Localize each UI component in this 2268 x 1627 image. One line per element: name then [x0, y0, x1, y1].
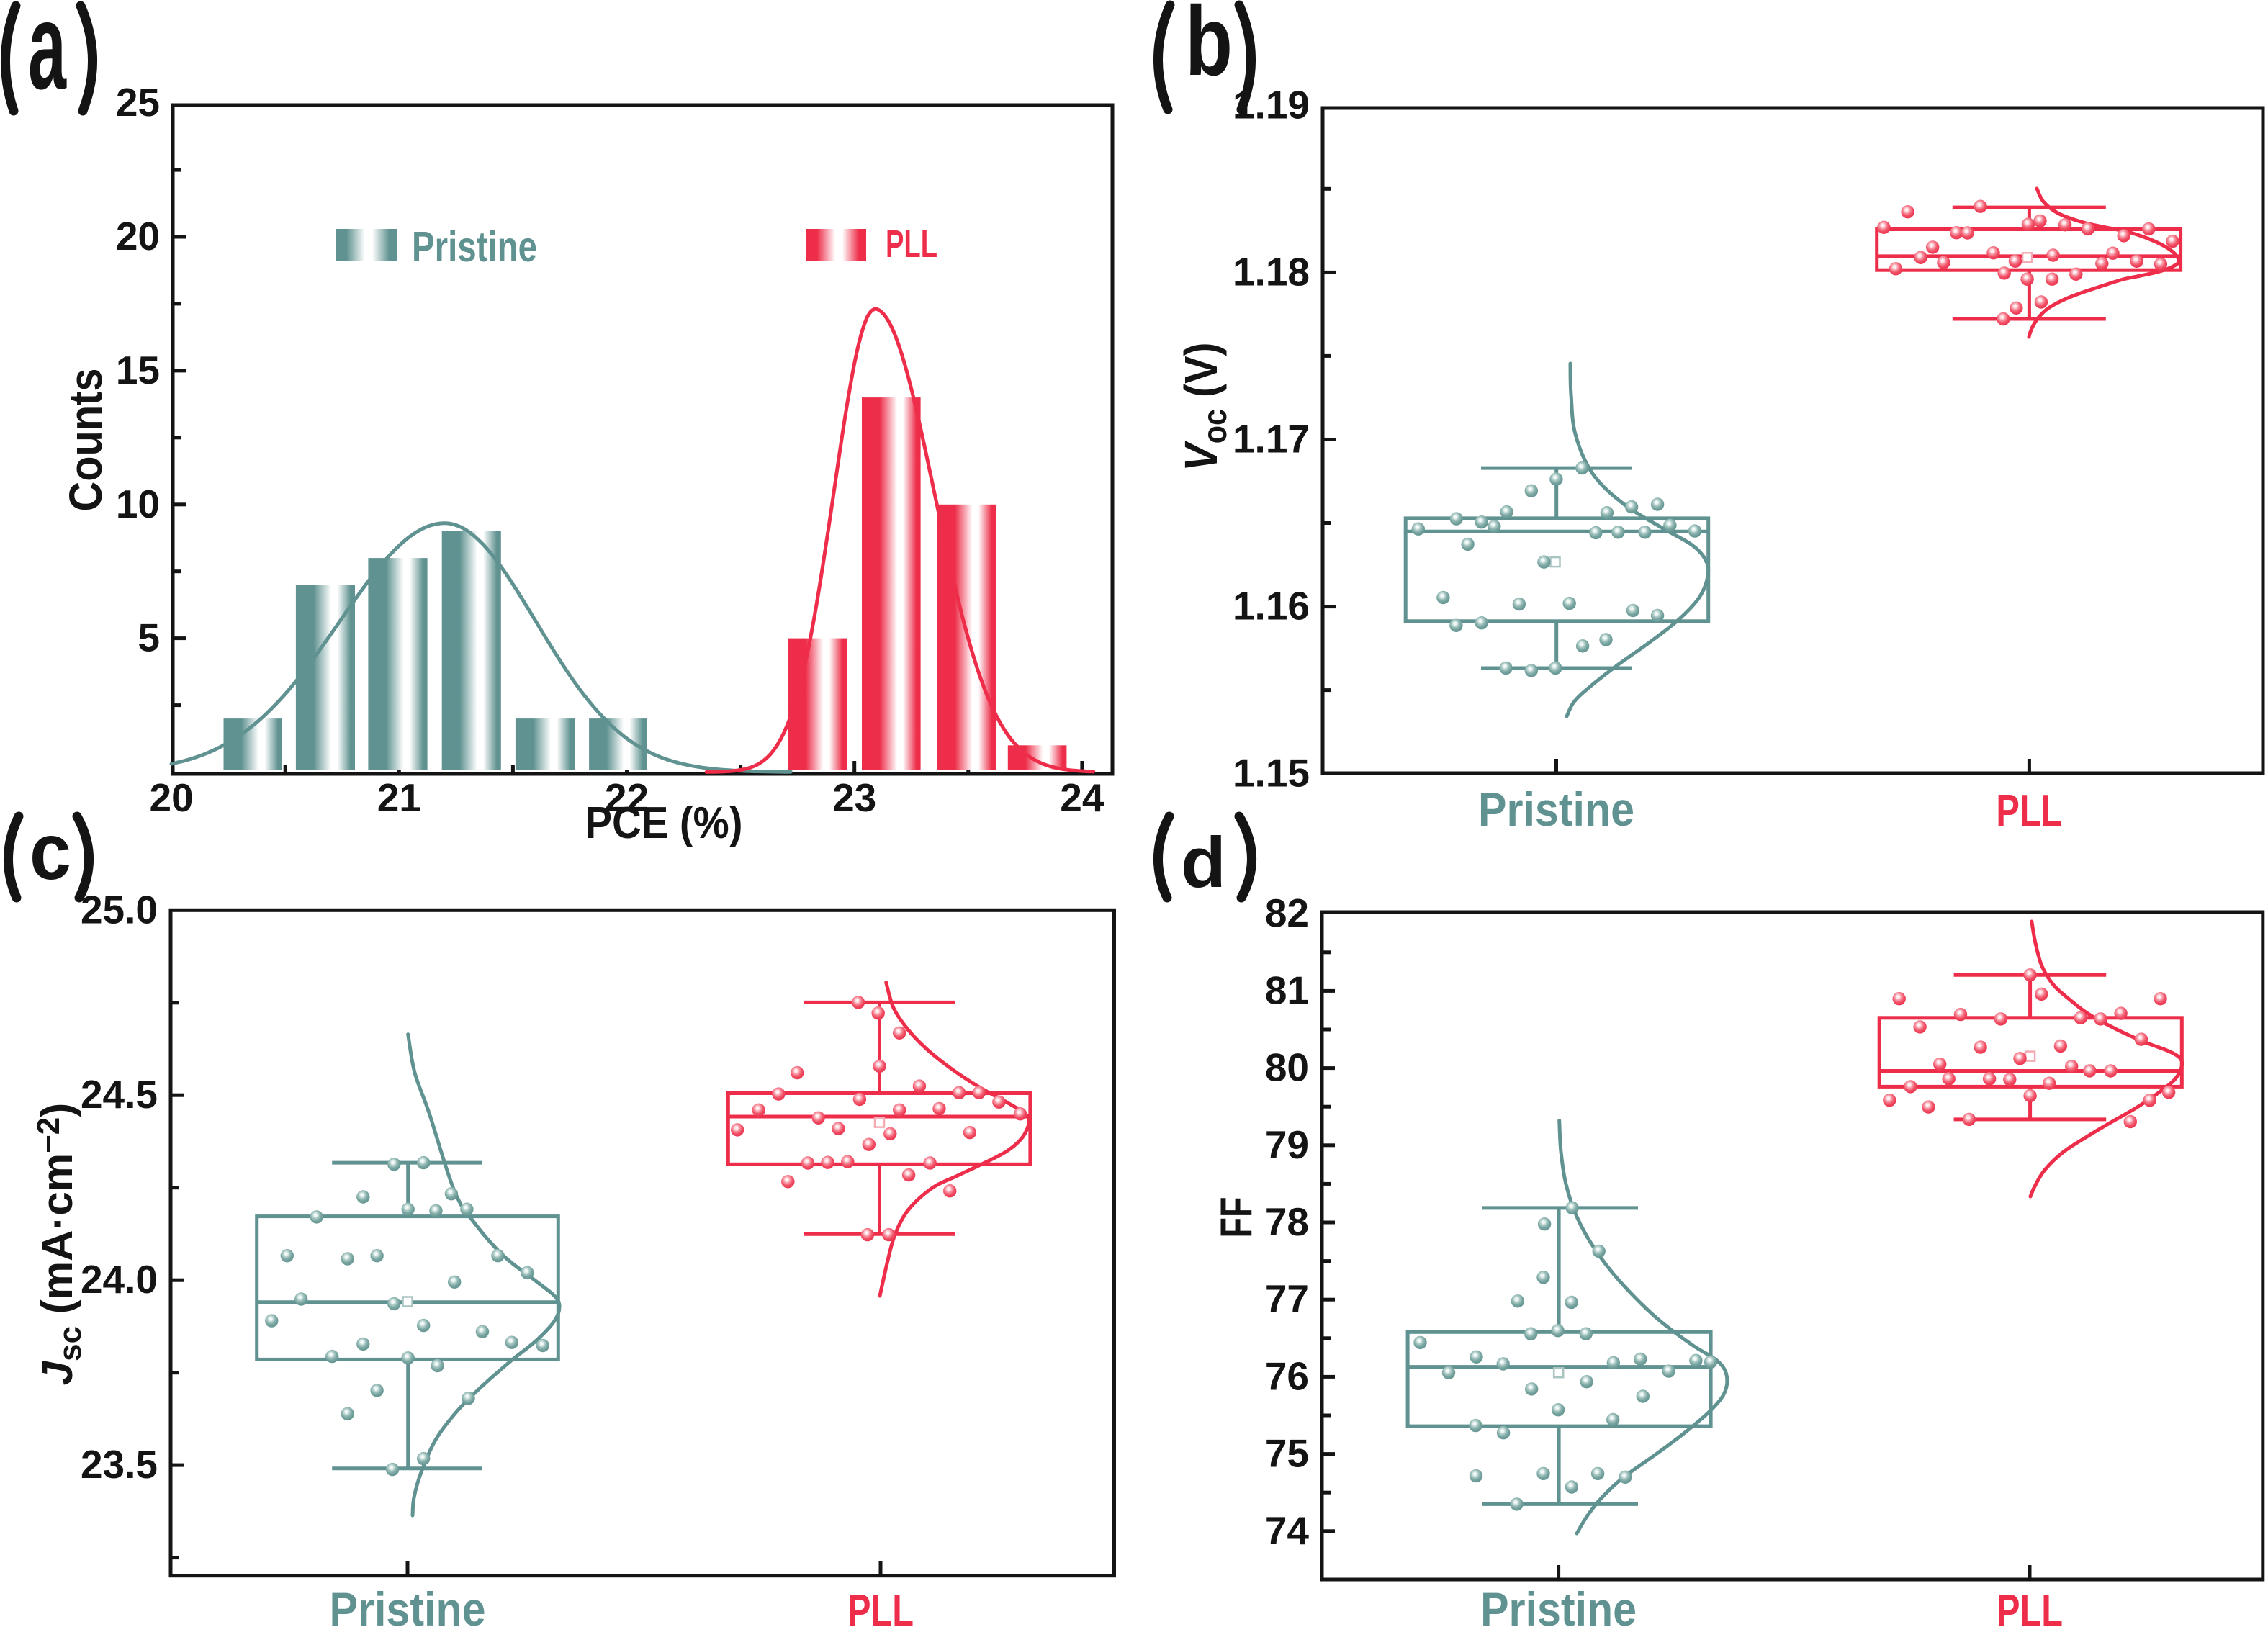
- svg-text:78: 78: [1265, 1199, 1309, 1244]
- svg-text:Pristine: Pristine: [330, 1582, 486, 1627]
- svg-text:24: 24: [1060, 775, 1104, 820]
- svg-text:23.5: 23.5: [81, 1442, 158, 1487]
- svg-text:Counts: Counts: [60, 369, 112, 512]
- svg-text:1.17: 1.17: [1233, 417, 1310, 461]
- svg-text:Pristine: Pristine: [1480, 1582, 1637, 1627]
- svg-text:d: d: [1181, 822, 1226, 902]
- svg-text:PLL: PLL: [847, 1586, 914, 1627]
- svg-text:24.0: 24.0: [81, 1257, 158, 1302]
- svg-text:Pristine: Pristine: [1478, 783, 1634, 836]
- svg-text:c: c: [30, 807, 71, 896]
- svg-text:PLL: PLL: [1997, 1586, 2063, 1627]
- svg-text:22: 22: [605, 775, 649, 820]
- svg-text:1.18: 1.18: [1233, 249, 1310, 294]
- svg-text:b: b: [1185, 0, 1233, 96]
- svg-text:PLL: PLL: [1996, 786, 2062, 836]
- svg-text:20: 20: [116, 214, 160, 258]
- svg-text:a: a: [28, 0, 67, 115]
- svg-text:PLL: PLL: [886, 222, 937, 266]
- svg-text:1.15: 1.15: [1233, 751, 1310, 796]
- svg-text:PCE (%): PCE (%): [585, 798, 743, 848]
- svg-text:10: 10: [116, 482, 160, 526]
- svg-text:81: 81: [1265, 968, 1309, 1012]
- svg-text:77: 77: [1265, 1276, 1309, 1321]
- svg-text:76: 76: [1265, 1353, 1309, 1398]
- svg-text:80: 80: [1265, 1045, 1309, 1090]
- svg-text:Pristine: Pristine: [412, 223, 537, 271]
- svg-text:Jsc (mA·cm−2): Jsc (mA·cm−2): [31, 1103, 88, 1386]
- svg-text:25.0: 25.0: [81, 887, 158, 932]
- svg-text:15: 15: [116, 348, 160, 392]
- svg-text:21: 21: [377, 775, 421, 820]
- svg-text:82: 82: [1265, 891, 1309, 935]
- svg-text:74: 74: [1265, 1508, 1310, 1553]
- svg-text:20: 20: [150, 775, 194, 820]
- svg-text:24.5: 24.5: [81, 1072, 158, 1117]
- svg-text:25: 25: [116, 80, 160, 125]
- svg-text:5: 5: [138, 616, 160, 660]
- svg-text:79: 79: [1265, 1122, 1309, 1167]
- svg-text:75: 75: [1265, 1431, 1309, 1476]
- svg-text:1.16: 1.16: [1233, 584, 1310, 628]
- svg-text:FF: FF: [1212, 1197, 1261, 1238]
- svg-text:Voc (V): Voc (V): [1175, 343, 1233, 472]
- svg-text:23: 23: [832, 775, 876, 820]
